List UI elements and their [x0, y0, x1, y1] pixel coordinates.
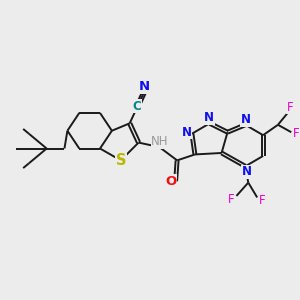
Text: N: N	[242, 165, 252, 178]
Text: F: F	[287, 100, 294, 113]
Text: N: N	[139, 80, 150, 93]
Text: S: S	[116, 153, 126, 168]
Text: F: F	[228, 193, 234, 206]
Text: N: N	[241, 113, 251, 126]
Text: F: F	[259, 194, 266, 208]
Text: O: O	[166, 175, 177, 188]
Text: C: C	[133, 100, 142, 112]
Text: NH: NH	[151, 135, 169, 148]
Text: N: N	[182, 126, 192, 139]
Text: N: N	[204, 112, 214, 124]
Text: F: F	[293, 127, 300, 140]
